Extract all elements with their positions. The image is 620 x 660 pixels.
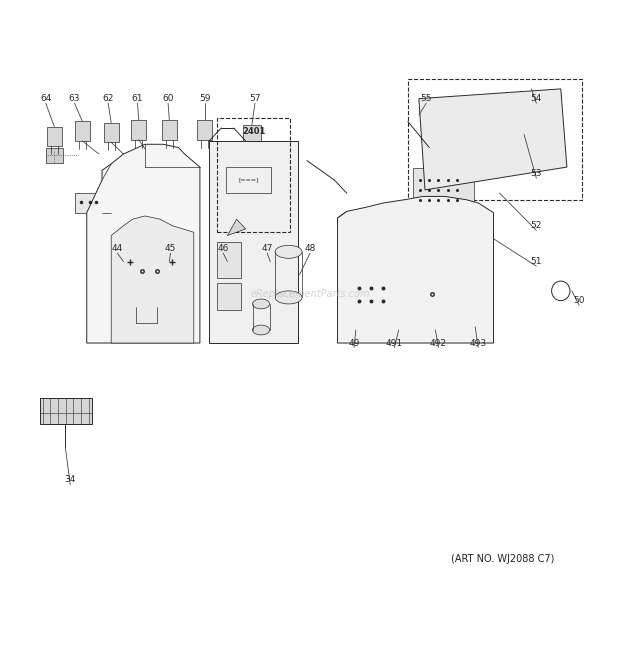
Bar xyxy=(408,265,457,323)
Text: 49: 49 xyxy=(348,339,360,348)
Text: 44: 44 xyxy=(112,244,123,253)
Ellipse shape xyxy=(275,291,302,304)
Bar xyxy=(350,271,392,310)
Bar xyxy=(217,118,290,232)
Text: 60: 60 xyxy=(162,94,174,103)
Text: [===]: [===] xyxy=(239,178,259,183)
Bar xyxy=(408,79,582,200)
Polygon shape xyxy=(337,197,494,343)
Text: 62: 62 xyxy=(102,94,114,103)
Bar xyxy=(226,167,272,193)
Text: 54: 54 xyxy=(531,94,542,103)
Text: 2401: 2401 xyxy=(242,127,265,136)
Bar xyxy=(75,121,90,141)
Polygon shape xyxy=(87,145,200,343)
Text: 52: 52 xyxy=(531,221,542,230)
Text: 48: 48 xyxy=(304,244,316,253)
Bar xyxy=(40,399,92,424)
Bar xyxy=(126,261,160,307)
Text: 53: 53 xyxy=(531,169,542,178)
Ellipse shape xyxy=(275,246,302,258)
Text: 64: 64 xyxy=(40,94,51,103)
Bar xyxy=(445,123,458,141)
Polygon shape xyxy=(228,219,246,236)
Polygon shape xyxy=(419,89,567,190)
Bar xyxy=(104,123,119,143)
Text: 492: 492 xyxy=(430,339,447,348)
Text: 34: 34 xyxy=(64,475,76,484)
Text: 46: 46 xyxy=(218,244,229,253)
Bar xyxy=(413,168,474,207)
Bar xyxy=(162,120,177,140)
Text: 55: 55 xyxy=(420,94,432,103)
Bar xyxy=(131,120,146,140)
Bar xyxy=(46,127,62,147)
Text: 57: 57 xyxy=(249,94,260,103)
Bar xyxy=(74,193,98,213)
Bar xyxy=(209,141,298,343)
Text: 493: 493 xyxy=(469,339,487,348)
Bar xyxy=(466,116,479,135)
Text: 491: 491 xyxy=(386,339,403,348)
Bar xyxy=(466,146,479,162)
Bar xyxy=(242,125,261,141)
Text: 51: 51 xyxy=(531,257,542,266)
Bar xyxy=(133,310,160,337)
Text: (ART NO. WJ2088 C7): (ART NO. WJ2088 C7) xyxy=(451,554,554,564)
Polygon shape xyxy=(111,216,194,343)
Bar xyxy=(217,283,242,310)
Text: 63: 63 xyxy=(69,94,80,103)
Bar xyxy=(46,148,63,162)
Text: 50: 50 xyxy=(574,296,585,305)
Bar xyxy=(197,120,213,140)
Bar xyxy=(443,149,457,166)
Bar xyxy=(489,141,502,157)
Bar xyxy=(487,110,501,128)
Bar xyxy=(426,110,497,168)
Bar xyxy=(509,104,522,123)
Bar xyxy=(217,242,242,278)
Bar xyxy=(347,219,402,330)
Ellipse shape xyxy=(252,325,270,335)
Text: 59: 59 xyxy=(199,94,211,103)
Text: 47: 47 xyxy=(262,244,273,253)
Ellipse shape xyxy=(252,299,270,309)
Text: 45: 45 xyxy=(165,244,176,253)
Text: 61: 61 xyxy=(132,94,143,103)
Text: eReplacementParts.com: eReplacementParts.com xyxy=(250,289,370,299)
